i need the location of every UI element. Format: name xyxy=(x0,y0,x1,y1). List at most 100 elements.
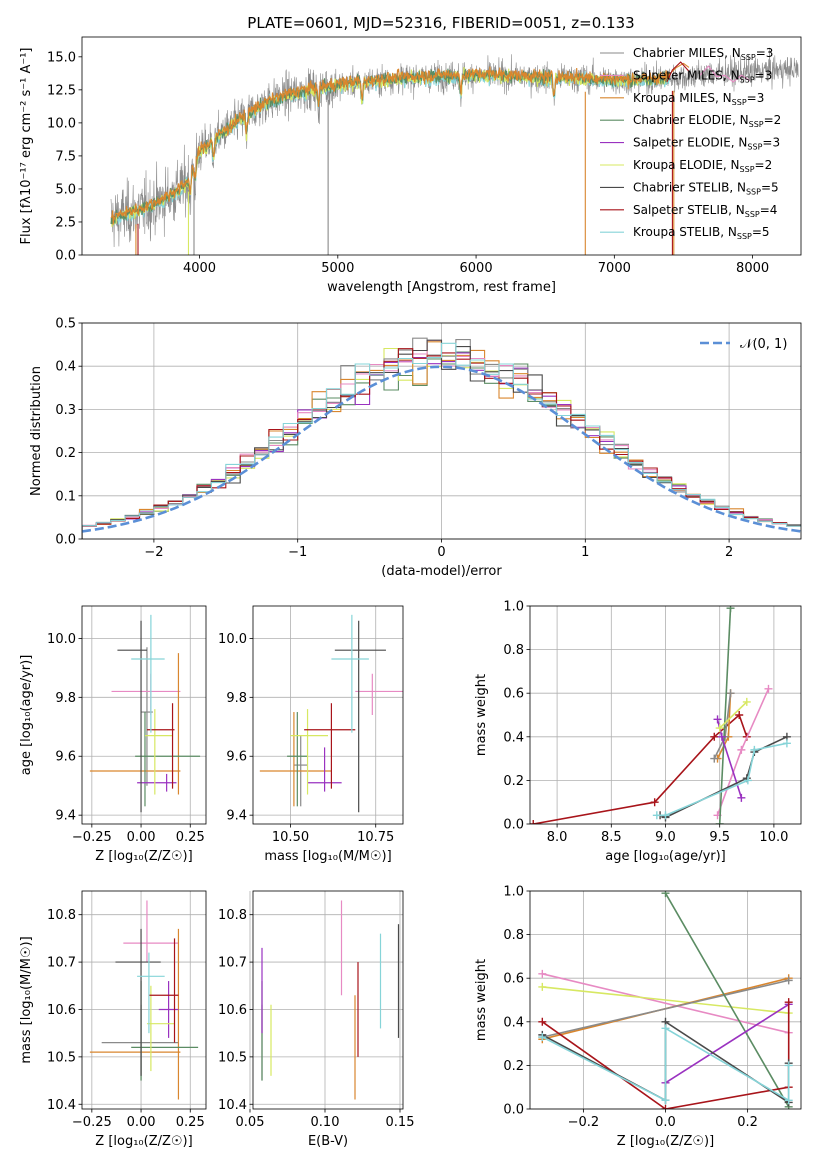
weight-vs-age-series-salpeter-miles xyxy=(713,684,773,820)
residuals-ylabel: Normed distribution xyxy=(29,366,44,496)
weight-vs-age-marker-chabrier-miles xyxy=(710,754,719,763)
age-vs-z-ytick-label: 10.0 xyxy=(47,632,76,647)
mass-vs-z-ytick-label: 10.8 xyxy=(47,908,76,923)
age-vs-z-axes: −0.25 0.00 0.25 9.4 9.6 9.8 10.0 Z [log₁₀(Z/Z☉)… xyxy=(19,605,207,864)
residuals-xlabel: (data-model)/error xyxy=(381,564,502,579)
model-line-kroupa-miles xyxy=(110,66,671,225)
age-vs-z-frame xyxy=(81,605,207,825)
weight-vs-age-marker-kroupa-stelib xyxy=(750,745,759,754)
mass-vs-z-errorbar-salpeter-stelib xyxy=(148,938,179,1043)
residuals-ytick-label: 0.4 xyxy=(55,360,76,375)
mass-vs-z-plot-area xyxy=(89,900,199,1100)
legend-label-chabrier-elodie: Chabrier ELODIE, NSSP=2 xyxy=(633,113,781,129)
age-vs-z-errorbar-salpeter-stelib xyxy=(146,703,175,789)
model-tail-kroupa-miles xyxy=(663,62,690,81)
age-vs-mass-xtick-label: 10.75 xyxy=(357,830,394,845)
weight-vs-age-marker-kroupa-elodie xyxy=(715,724,724,733)
spectrum-frame xyxy=(81,36,802,256)
residuals-xtick-label: −2 xyxy=(144,545,163,560)
weight-vs-age-marker-salpeter-elodie xyxy=(713,715,722,724)
age-vs-mass-errorbar-chabrier-elodie xyxy=(287,712,308,807)
residuals-plot-area xyxy=(82,337,801,539)
spectrum-xtick-label: 8000 xyxy=(736,261,769,276)
legend-count: =5 xyxy=(761,180,779,194)
age-vs-mass-errorbar-salpeter-stelib xyxy=(304,703,356,789)
weight-vs-age-axes: 8.0 8.5 9.0 9.5 10.0 0.0 0.2 0.4 0.6 0.8 1.0 age [l… xyxy=(474,600,802,864)
legend-subscript: SSP xyxy=(741,53,756,62)
weight-vs-age-xtick-label: 9.0 xyxy=(655,830,676,845)
observed-spectrum-line xyxy=(110,47,799,248)
residuals-axes: −2 −1 0 1 2 0.0 0.1 0.2 0.3 0.4 0.5 (data-model)/er… xyxy=(29,317,802,579)
mass-vs-z-frame xyxy=(81,890,207,1110)
legend-count: =3 xyxy=(747,91,765,105)
age-vs-mass-ytick-label: 10.0 xyxy=(218,632,247,647)
legend-label-salpeter-miles: Salpeter MILES, NSSP=3 xyxy=(633,68,772,84)
age-vs-z-errorbar-salpeter-elodie xyxy=(137,773,177,792)
spectrum-frame-group: 4000 5000 6000 7000 8000 0.0 2.5 5.0 7.5 10.0 12.5… xyxy=(19,36,802,295)
age-vs-mass-xlabel: mass [log₁₀(M/M☉)] xyxy=(264,849,391,864)
legend-text: Kroupa STELIB, N xyxy=(633,225,737,239)
weight-vs-age-marker-salpeter-elodie xyxy=(717,732,726,741)
age-vs-z-errorbar-kroupa-elodie xyxy=(144,709,173,795)
mass-vs-z-frame-group: −0.25 0.00 0.25 10.4 10.5 10.6 10.7 10.8 Z [log₁… xyxy=(19,890,207,1149)
age-vs-z-ytick-label: 9.6 xyxy=(55,750,76,765)
weight-vs-age-marker-salpeter-stelib xyxy=(650,798,659,807)
age-vs-mass-errorbar-kroupa-stelib xyxy=(331,614,369,733)
spectrum-axes: 4000 5000 6000 7000 8000 0.0 2.5 5.0 7.5 10.0 12.5… xyxy=(19,36,802,295)
weight-vs-z-marker-chabrier-miles xyxy=(784,976,793,985)
weight-vs-age-ytick-label: 0.6 xyxy=(503,687,524,702)
weight-vs-z-marker-kroupa-stelib xyxy=(538,1033,547,1042)
legend-text: Chabrier ELODIE, N xyxy=(633,113,749,127)
mass-vs-ebv-frame xyxy=(252,890,404,1110)
age-vs-z-errorbar-chabrier-stelib xyxy=(117,620,147,813)
weight-vs-age-marker-salpeter-stelib xyxy=(530,820,538,824)
mass-vs-ebv-ytick-label: 10.5 xyxy=(218,1050,247,1065)
weight-vs-age-xtick-label: 9.5 xyxy=(709,830,730,845)
residuals-ytick-label: 0.2 xyxy=(55,446,76,461)
legend-subscript: SSP xyxy=(737,232,752,241)
weight-vs-z-ytick-label: 0.8 xyxy=(503,928,524,943)
age-vs-mass-errorbar-chabrier-stelib xyxy=(334,620,386,813)
age-vs-mass-ytick-label: 9.8 xyxy=(226,691,247,706)
weight-vs-age-xtick-label: 8.0 xyxy=(547,830,568,845)
histogram-kroupa-stelib xyxy=(82,342,801,539)
mass-vs-ebv-ytick-label: 10.4 xyxy=(218,1098,247,1113)
weight-vs-z-xtick-label: 0.0 xyxy=(655,1115,676,1130)
age-vs-mass-frame xyxy=(252,605,404,825)
weight-vs-age-marker-salpeter-stelib xyxy=(710,732,719,741)
weight-vs-age-ytick-label: 1.0 xyxy=(503,600,524,615)
weight-vs-age-series-chabrier-elodie xyxy=(715,606,735,824)
spectrum-ytick-label: 10.0 xyxy=(47,116,76,131)
weight-vs-age-marker-salpeter-miles xyxy=(764,684,773,693)
age-vs-z-xtick-label: −0.25 xyxy=(72,830,112,845)
mass-vs-z-errorbar-kroupa-stelib xyxy=(137,952,165,1034)
age-vs-z-plot-area xyxy=(89,614,201,813)
legend-text: Chabrier MILES, N xyxy=(633,46,741,60)
weight-vs-age-ytick-label: 0.4 xyxy=(503,730,524,745)
spectrum-ytick-label: 5.0 xyxy=(55,182,76,197)
weight-vs-z-marker-kroupa-stelib xyxy=(661,1096,670,1105)
age-vs-mass-errorbar-kroupa-miles xyxy=(259,712,332,807)
weight-vs-z-marker-kroupa-stelib xyxy=(661,1024,670,1033)
weight-vs-age-xtick-label: 10.0 xyxy=(759,830,788,845)
legend-text: Salpeter STELIB, N xyxy=(633,203,745,217)
legend-text: Kroupa MILES, N xyxy=(633,91,732,105)
weight-vs-z-ytick-label: 0.2 xyxy=(503,1059,524,1074)
mass-vs-z-ytick-label: 10.5 xyxy=(47,1050,76,1065)
mass-vs-ebv-ytick-label: 10.7 xyxy=(218,956,247,971)
weight-vs-z-frame-group: −0.2 0.0 0.2 0.0 0.2 0.4 0.6 0.8 1.0 Z [log₁₀(Z/Z… xyxy=(474,885,802,1149)
mass-vs-z-errorbar-chabrier-stelib xyxy=(115,928,161,1076)
mass-vs-ebv-xlabel: E(B-V) xyxy=(308,1134,348,1149)
mass-vs-ebv-xtick-label: 0.05 xyxy=(236,1115,265,1130)
age-vs-z-errorbar-chabrier-elodie xyxy=(135,712,201,807)
age-vs-z-ylabel: age [log₁₀(age/yr)] xyxy=(19,655,34,776)
model-tail-salpeter-miles xyxy=(699,65,751,83)
weight-vs-age-marker-chabrier-elodie xyxy=(726,606,735,613)
residuals-ytick-label: 0.3 xyxy=(55,403,76,418)
weight-vs-z-xtick-label: 0.2 xyxy=(737,1115,758,1130)
weight-vs-z-axes: −0.2 0.0 0.2 0.0 0.2 0.4 0.6 0.8 1.0 Z [log₁₀(Z/Z… xyxy=(474,885,802,1149)
mass-vs-ebv-plot-area xyxy=(261,900,400,1100)
mass-vs-z-errorbar-kroupa-elodie xyxy=(146,985,175,1072)
